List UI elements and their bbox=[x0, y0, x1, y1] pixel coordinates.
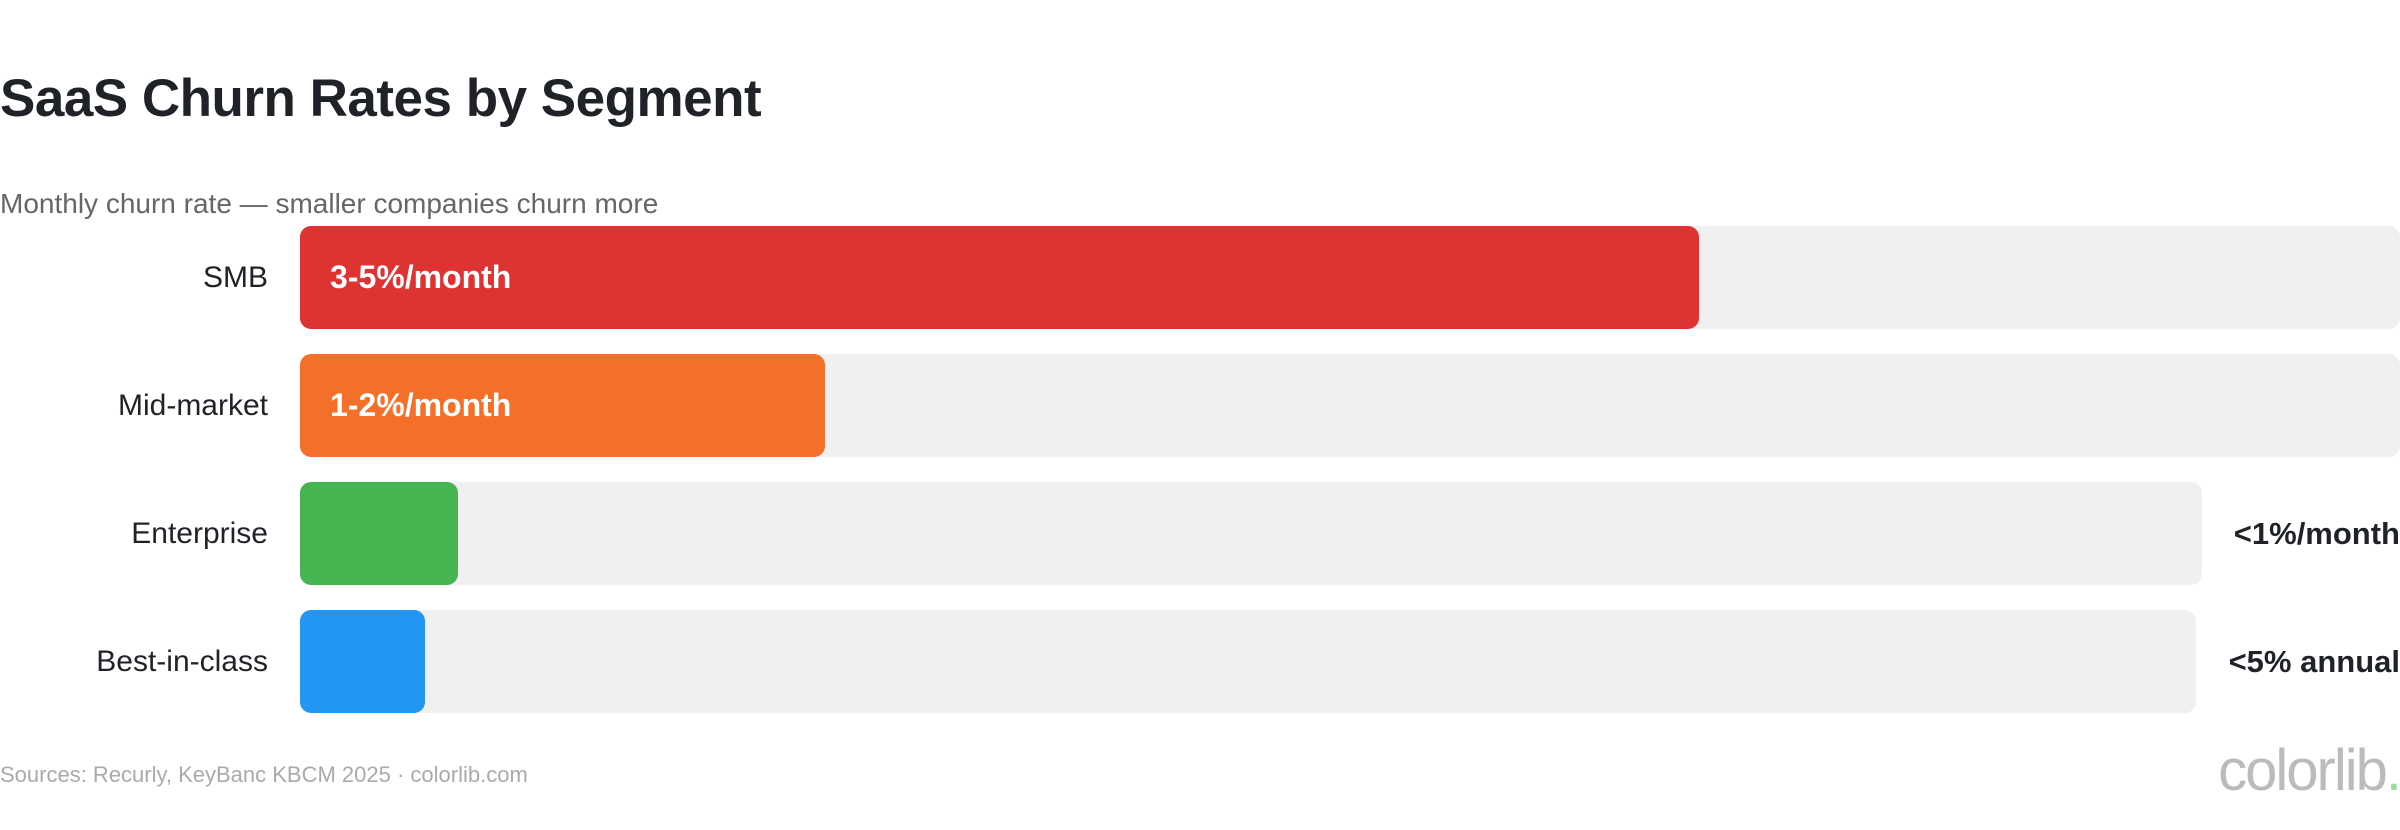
bar-track bbox=[300, 610, 2196, 713]
category-label: SMB bbox=[202, 261, 268, 294]
value-label: 3-5%/month bbox=[330, 259, 512, 295]
category-label: Enterprise bbox=[131, 517, 268, 550]
logo-dot: . bbox=[2385, 738, 2400, 803]
bar bbox=[300, 482, 458, 585]
chart-subtitle: Monthly churn rate — smaller companies c… bbox=[0, 188, 659, 219]
category-label: Mid-market bbox=[117, 389, 268, 422]
bar-track: 1-2%/month bbox=[300, 354, 2400, 457]
bar-track: 3-5%/month bbox=[300, 226, 2400, 329]
value-label: <5% annual bbox=[2228, 644, 2400, 679]
value-label: <1%/month bbox=[2233, 516, 2400, 551]
bar-row: Mid-market 1-2%/month bbox=[0, 354, 2400, 457]
bar-track bbox=[300, 482, 2202, 585]
bar: 3-5%/month bbox=[300, 226, 1699, 329]
bar-row: Best-in-class <5% annual bbox=[0, 610, 2400, 713]
colorlib-logo: colorlib. bbox=[2218, 742, 2400, 800]
bar-row: SMB 3-5%/month bbox=[0, 226, 2400, 329]
category-label: Best-in-class bbox=[96, 645, 268, 678]
bar: 1-2%/month bbox=[300, 354, 825, 457]
chart-title: SaaS Churn Rates by Segment bbox=[0, 69, 762, 128]
source-note: Sources: Recurly, KeyBanc KBCM 2025 · co… bbox=[0, 762, 528, 787]
logo-text: colorlib bbox=[2218, 738, 2388, 803]
value-label: 1-2%/month bbox=[330, 387, 512, 423]
bar bbox=[300, 610, 426, 713]
bar-row: Enterprise <1%/month bbox=[0, 482, 2400, 585]
